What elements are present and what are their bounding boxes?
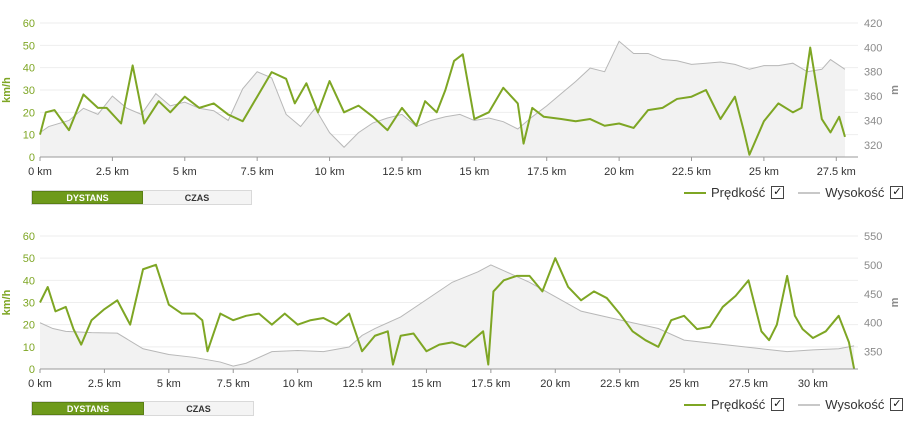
y-tick-label: 30 <box>23 298 35 310</box>
chart-bottom: 0 10 20 30 40 50 60 350 400 450 500 550 0 km 2.5 km 5 … <box>1 231 901 390</box>
altitude-line <box>39 264 855 367</box>
y-axis-unit-label: km/h <box>1 289 13 315</box>
y-right-tick-label: 320 <box>864 140 882 152</box>
y-right-axis-unit-label: m <box>889 297 901 307</box>
y-right-tick-label: 350 <box>864 347 882 359</box>
speed-legend-label: Prędkość <box>711 185 766 200</box>
legend-bottom: Prędkość ✓ Wysokość ✓ <box>684 397 904 412</box>
altitude-legend-label: Wysokość <box>825 397 885 412</box>
distance-tab[interactable]: DYSTANS <box>32 402 144 415</box>
speed-toggle-checkbox[interactable]: ✓ <box>771 398 785 411</box>
distance-tab[interactable]: DYSTANS <box>32 191 143 204</box>
x-tick-label: 5 km <box>157 378 181 390</box>
y-tick-label: 10 <box>23 130 35 142</box>
y-tick-label: 0 <box>29 364 35 376</box>
y-tick-label: 10 <box>23 342 35 354</box>
y-tick-label: 50 <box>23 40 35 52</box>
x-tick-label: 17.5 km <box>471 378 510 390</box>
altitude-line <box>39 40 846 148</box>
y-tick-label: 60 <box>23 18 35 30</box>
x-tick-label: 0 km <box>28 378 52 390</box>
chart-top: 0 10 20 30 40 50 60 320 340 360 380 400 420 0 km 2.5 k… <box>1 18 901 178</box>
y-right-axis-unit-label: m <box>889 85 901 95</box>
x-tick-label: 0 km <box>28 166 52 178</box>
legend-top: Prędkość ✓ Wysokość ✓ <box>684 185 904 200</box>
x-tick-label: 7.5 km <box>241 166 274 178</box>
x-tick-label: 27.5 km <box>729 378 768 390</box>
y-tick-label: 50 <box>23 253 35 265</box>
y-tick-label: 20 <box>23 320 35 332</box>
y-right-tick-label: 500 <box>864 260 882 272</box>
x-tick-label: 20 km <box>604 166 634 178</box>
speed-legend-swatch <box>684 403 706 406</box>
x-tick-label: 15 km <box>459 166 489 178</box>
y-right-tick-label: 380 <box>864 67 882 79</box>
x-tick-label: 22.5 km <box>672 166 711 178</box>
time-tab[interactable]: CZAS <box>144 402 253 415</box>
x-tick-label: 17.5 km <box>527 166 566 178</box>
mode-toggle-top: DYSTANS CZAS <box>31 190 252 205</box>
speed-line <box>39 46 846 156</box>
x-tick-label: 12.5 km <box>382 166 421 178</box>
altitude-legend-swatch <box>798 403 821 406</box>
altitude-toggle-checkbox[interactable]: ✓ <box>890 398 904 411</box>
altitude-legend-swatch <box>798 191 821 194</box>
x-tick-label: 30 km <box>798 378 828 390</box>
altitude-toggle-checkbox[interactable]: ✓ <box>890 186 904 199</box>
mode-toggle-bottom: DYSTANS CZAS <box>31 401 254 416</box>
y-tick-label: 40 <box>23 63 35 75</box>
altitude-area <box>40 41 845 157</box>
speed-legend-swatch <box>684 191 706 194</box>
speed-line <box>39 257 856 370</box>
y-right-tick-label: 550 <box>864 231 882 243</box>
y-tick-label: 60 <box>23 231 35 243</box>
speed-toggle-checkbox[interactable]: ✓ <box>771 186 785 199</box>
x-tick-label: 15 km <box>411 378 441 390</box>
y-tick-label: 40 <box>23 275 35 287</box>
x-tick-label: 5 km <box>173 166 197 178</box>
x-tick-label: 12.5 km <box>342 378 381 390</box>
x-tick-label: 25 km <box>749 166 779 178</box>
y-right-tick-label: 420 <box>864 18 882 30</box>
y-right-tick-label: 360 <box>864 91 882 103</box>
x-tick-label: 7.5 km <box>217 378 250 390</box>
time-tab[interactable]: CZAS <box>143 191 251 204</box>
y-tick-label: 20 <box>23 107 35 119</box>
speed-legend-label: Prędkość <box>711 397 766 412</box>
x-tick-label: 25 km <box>669 378 699 390</box>
x-tick-label: 2.5 km <box>88 378 121 390</box>
x-tick-label: 20 km <box>540 378 570 390</box>
y-tick-label: 30 <box>23 85 35 97</box>
x-tick-label: 10 km <box>315 166 345 178</box>
y-tick-label: 0 <box>29 152 35 164</box>
y-right-tick-label: 340 <box>864 115 882 127</box>
y-right-tick-label: 400 <box>864 42 882 54</box>
x-tick-label: 22.5 km <box>600 378 639 390</box>
x-tick-label: 2.5 km <box>96 166 129 178</box>
altitude-legend-label: Wysokość <box>825 185 885 200</box>
x-tick-label: 27.5 km <box>817 166 856 178</box>
y-axis-unit-label: km/h <box>1 77 13 103</box>
y-right-tick-label: 450 <box>864 289 882 301</box>
y-right-tick-label: 400 <box>864 318 882 330</box>
x-tick-label: 10 km <box>283 378 313 390</box>
